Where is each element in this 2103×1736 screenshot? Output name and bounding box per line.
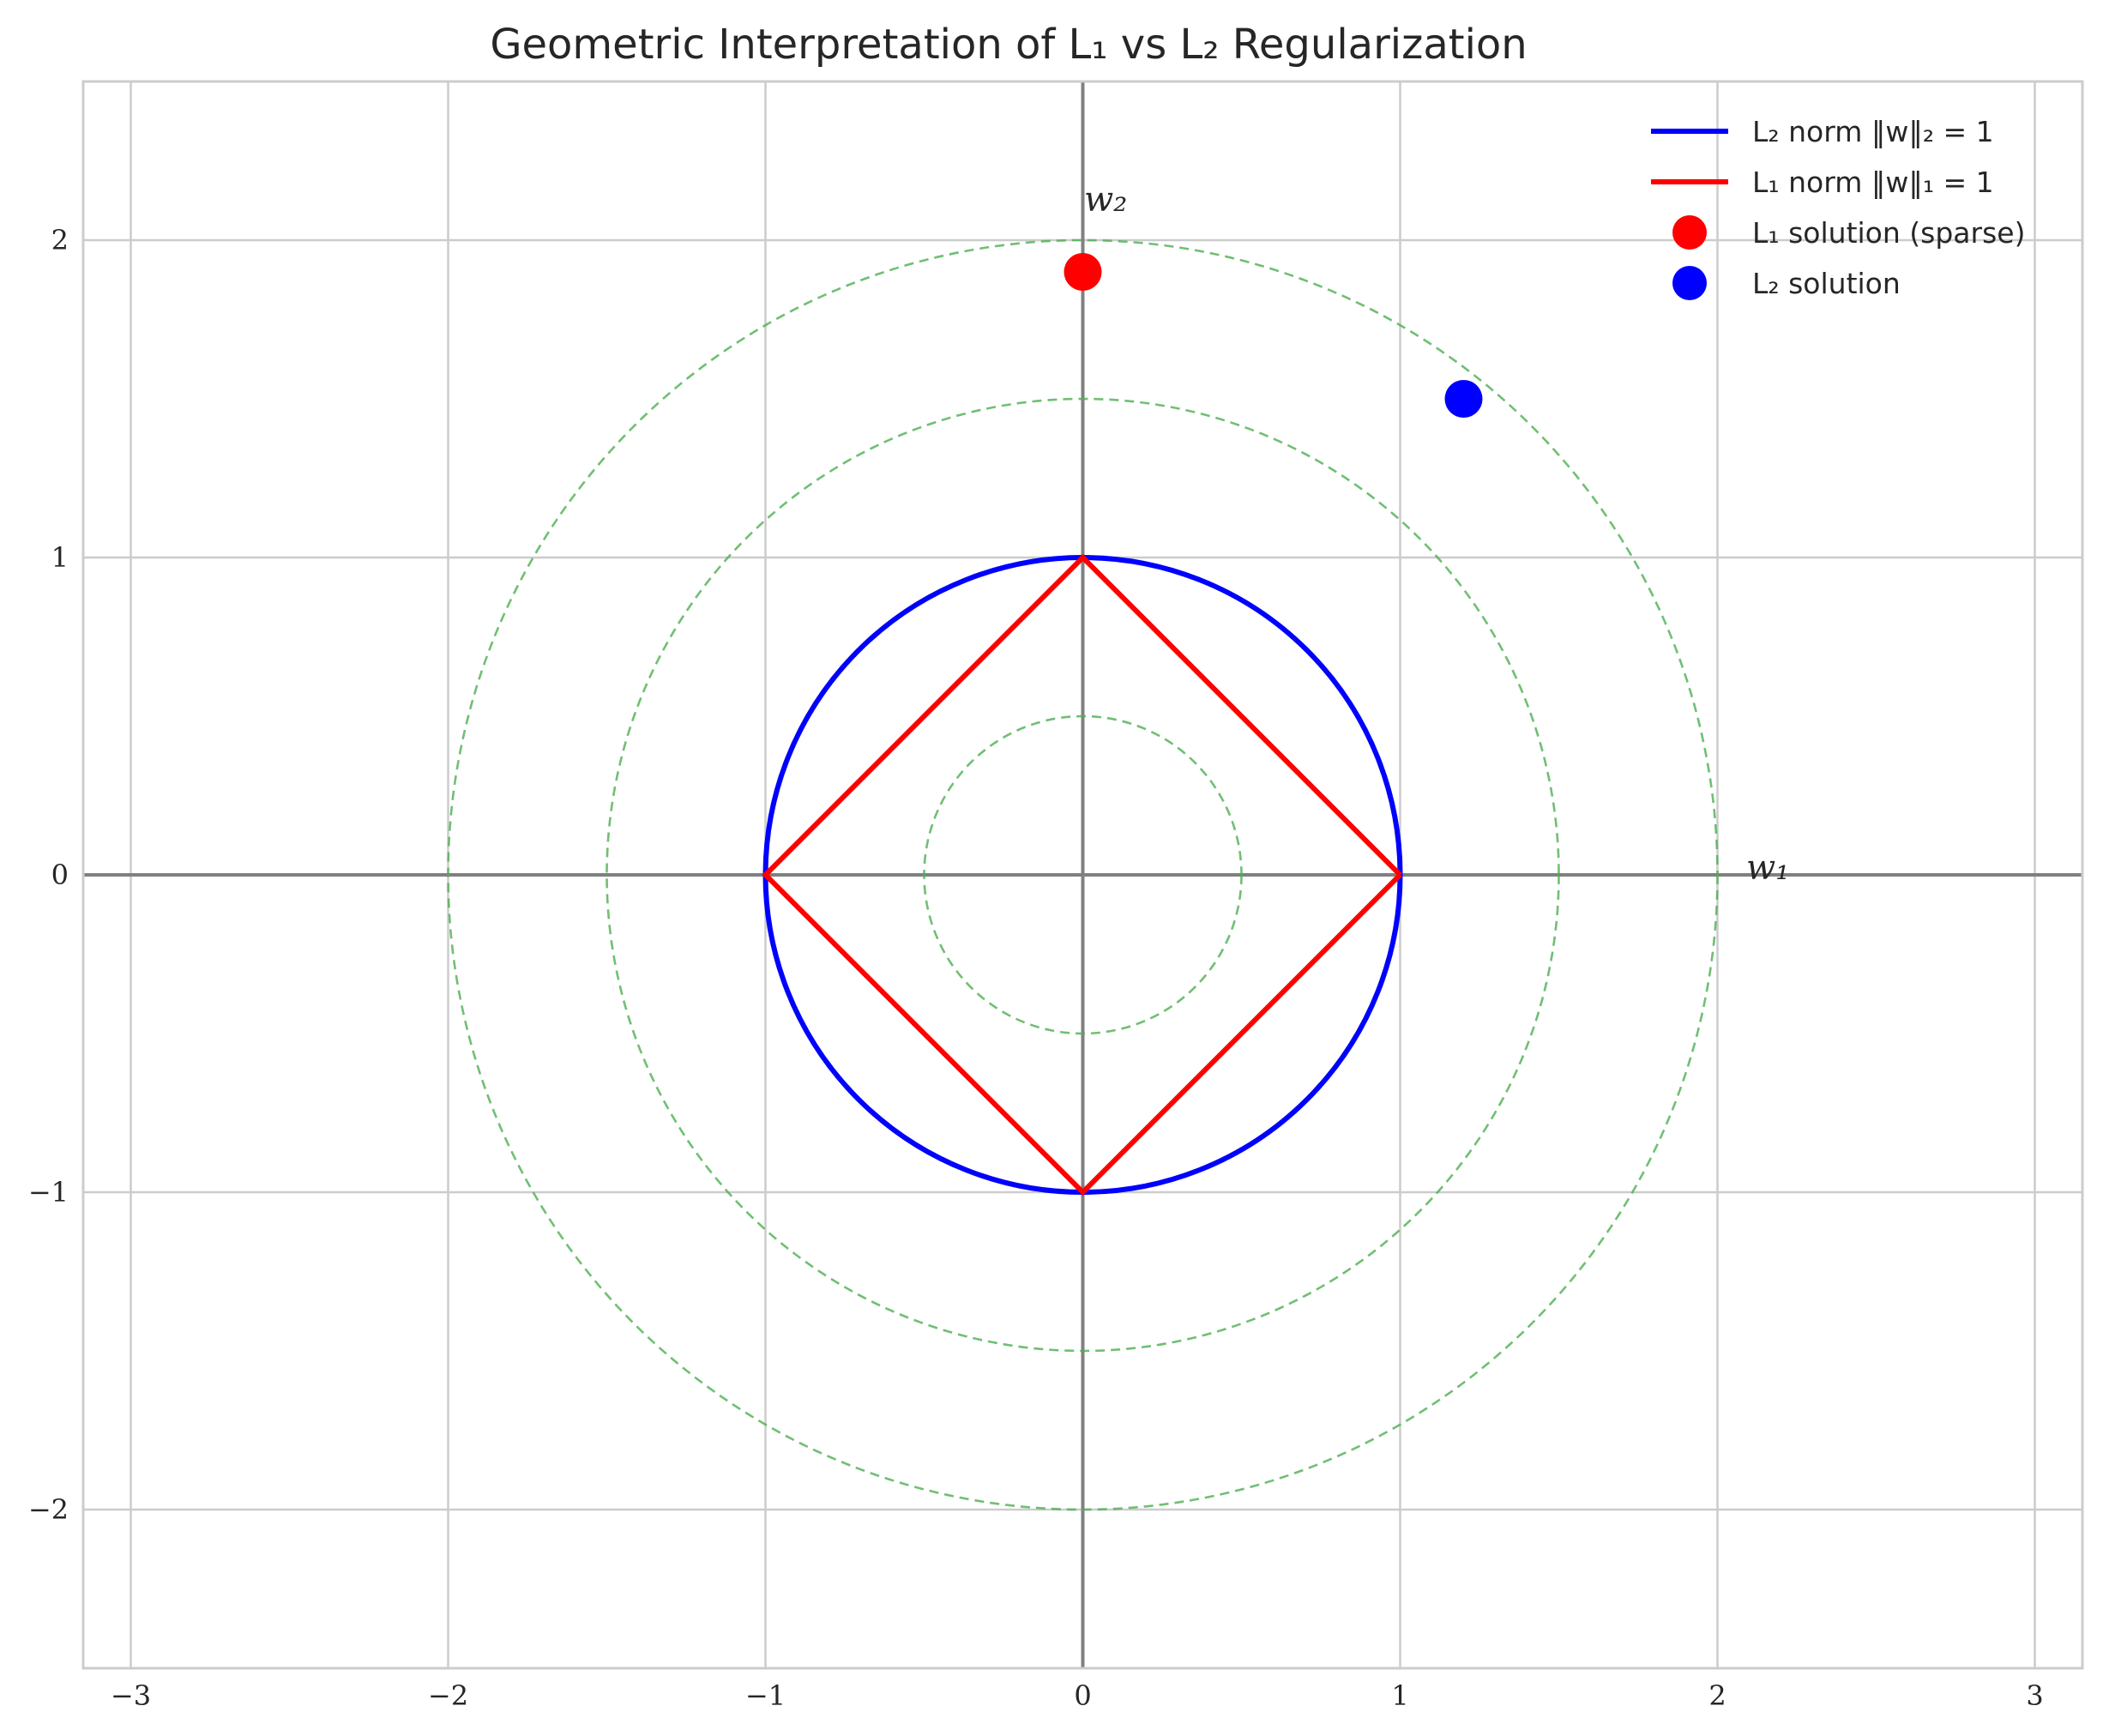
l1-norm-diamond: [762, 553, 1402, 1197]
x-tick-label: 1: [1391, 1679, 1408, 1712]
legend-marker: [1672, 266, 1707, 300]
y-tick-label: −2: [28, 1493, 69, 1526]
legend-label: L₂ norm ‖w‖₂ = 1: [1752, 115, 1994, 148]
legend-label: L₂ solution: [1752, 267, 1901, 300]
series-layer: [762, 253, 1483, 1197]
y-tick-label: 2: [51, 224, 69, 256]
x-tick-label: 0: [1074, 1679, 1091, 1712]
x-tick-label: −1: [745, 1679, 786, 1712]
plot-frame: [81, 80, 2084, 1670]
x-tick-label: −2: [428, 1679, 468, 1712]
x-tick-label: 2: [1708, 1679, 1726, 1712]
x-tick-label: 3: [2026, 1679, 2043, 1712]
loss-contour: [923, 714, 1243, 1035]
tick-layer: −3 −2 −1 0 1 2 3 −2 −1 0 1 2: [28, 224, 2044, 1712]
l1-solution-point: [1064, 253, 1102, 291]
loss-contour: [447, 238, 1719, 1511]
x-tick-label: −3: [111, 1679, 151, 1712]
loss-contour: [606, 397, 1560, 1353]
axes-layer: [83, 81, 2082, 1668]
axis-label-w2: w₂: [1084, 180, 1127, 220]
y-tick-label: −1: [28, 1176, 69, 1209]
contour-layer: [447, 238, 1719, 1511]
y-tick-label: 0: [51, 859, 69, 891]
y-tick-label: 1: [51, 541, 69, 574]
axis-label-w1: w₁: [1746, 848, 1789, 888]
legend-label: L₁ solution (sparse): [1752, 216, 2025, 250]
legend: L₂ norm ‖w‖₂ = 1 L₁ norm ‖w‖₁ = 1 L₁ solut…: [1651, 115, 2025, 300]
legend-label: L₁ norm ‖w‖₁ = 1: [1752, 166, 1994, 199]
chart-title: Geometric Interpretation of L₁ vs L₂ Reg…: [490, 21, 1527, 69]
l2-solution-point: [1444, 380, 1483, 418]
legend-marker: [1672, 215, 1707, 250]
